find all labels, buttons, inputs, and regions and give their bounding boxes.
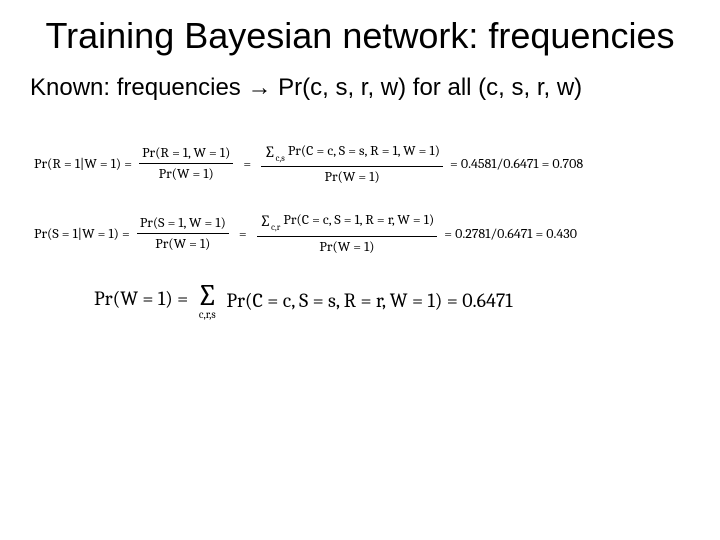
- eq1-frac1-num: Pr(R = 1, W = 1): [139, 144, 233, 164]
- eq1-lhs: Pr(R = 1|W = 1) =: [34, 155, 132, 172]
- eq1-rhs: = 0.4581/0.6471 = 0.708: [450, 155, 583, 172]
- slide: Training Bayesian network: frequencies K…: [0, 0, 720, 540]
- eq2-frac2-den: Pr(W = 1): [257, 237, 437, 256]
- eq2-frac1: Pr(S = 1, W = 1) Pr(W = 1): [137, 214, 229, 252]
- eq2-frac2: ∑c,r Pr(C = c, S = 1, R = r, W = 1) Pr(W…: [257, 211, 437, 255]
- eq2-frac1-num: Pr(S = 1, W = 1): [137, 214, 229, 234]
- eq1-frac1-den: Pr(W = 1): [139, 164, 233, 183]
- eq2-lhs: Pr(S = 1|W = 1) =: [34, 225, 130, 242]
- eq1-frac2: ∑c,s Pr(C = c, S = s, R = 1, W = 1) Pr(W…: [261, 142, 443, 186]
- eq3-body: Pr(C = c, S = s, R = r, W = 1) = 0.6471: [226, 289, 512, 312]
- slide-title: Training Bayesian network: frequencies: [24, 16, 696, 56]
- slide-subtitle: Known: frequencies → Pr(c, s, r, w) for …: [30, 74, 696, 102]
- equation-pr-w: Pr(W = 1) = ∑ c,r,s Pr(C = c, S = s, R =…: [94, 281, 696, 320]
- eq3-lhs: Pr(W = 1) =: [94, 287, 188, 310]
- eq3-sum-sub: c,r,s: [197, 309, 218, 320]
- eq1-mid: =: [243, 155, 251, 172]
- eq2-frac2-num: ∑c,r Pr(C = c, S = 1, R = r, W = 1): [257, 211, 437, 236]
- eq1-frac1: Pr(R = 1, W = 1) Pr(W = 1): [139, 144, 233, 182]
- sum-icon: ∑c,r: [260, 211, 281, 234]
- eq1-frac2-den: Pr(W = 1): [261, 167, 443, 186]
- eq2-mid: =: [239, 225, 247, 242]
- eq1-frac2-num-body: Pr(C = c, S = s, R = 1, W = 1): [285, 142, 440, 159]
- eq2-frac2-num-body: Pr(C = c, S = 1, R = r, W = 1): [280, 211, 434, 228]
- equation-pr-s-given-w: Pr(S = 1|W = 1) = Pr(S = 1, W = 1) Pr(W …: [34, 211, 696, 255]
- eq2-frac1-den: Pr(W = 1): [137, 234, 229, 253]
- equation-pr-r-given-w: Pr(R = 1|W = 1) = Pr(R = 1, W = 1) Pr(W …: [34, 142, 696, 186]
- eq2-rhs: = 0.2781/0.6471 = 0.430: [444, 225, 577, 242]
- sum-icon: ∑c,s: [264, 142, 285, 165]
- eq1-frac2-num: ∑c,s Pr(C = c, S = s, R = 1, W = 1): [261, 142, 443, 167]
- sum-icon: ∑ c,r,s: [197, 281, 218, 320]
